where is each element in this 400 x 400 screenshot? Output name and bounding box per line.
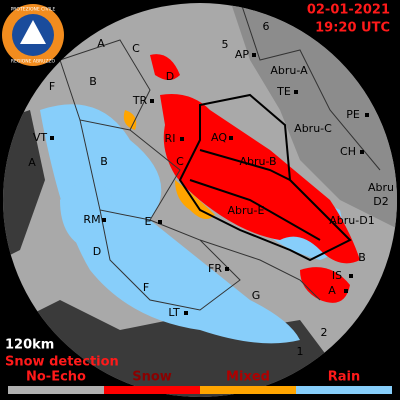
- scale: 120km: [5, 338, 54, 353]
- city-marker: [225, 267, 229, 271]
- city-marker: [102, 218, 106, 222]
- mixed-area: [175, 180, 215, 219]
- place-label: AQ: [211, 131, 227, 144]
- borders: [59, 3, 381, 311]
- legend-swatch: [296, 386, 392, 394]
- place-label: C: [176, 155, 184, 168]
- place-label: IS: [332, 269, 342, 282]
- place-label: RM: [83, 213, 100, 226]
- abruzzo-borders: [178, 93, 352, 262]
- place-label: B: [89, 75, 97, 88]
- place-label: F: [49, 80, 55, 93]
- logo: PROTEZIONE CIVILE REGIONE ABRUZZO: [2, 4, 64, 66]
- legend-swatch: [200, 386, 296, 394]
- city-marker: [150, 99, 154, 103]
- snow-area: [300, 267, 350, 303]
- sea-west: [3, 110, 45, 260]
- place-label: AP: [235, 48, 250, 61]
- logo-text: REGIONE ABRUZZO: [11, 59, 56, 65]
- place-label: VT: [33, 131, 48, 144]
- snow-area: [160, 94, 360, 264]
- city-marker: [229, 136, 233, 140]
- logo-text: PROTEZIONE CIVILE: [11, 7, 56, 13]
- place-label: E: [145, 215, 152, 228]
- place-label: F: [143, 281, 149, 294]
- place-label: A: [97, 37, 105, 50]
- place-label: FR: [208, 262, 222, 275]
- date: 02-01-2021: [307, 3, 390, 18]
- place-label: Abru-E: [228, 204, 265, 217]
- place-label: D: [166, 70, 174, 83]
- city-marker: [50, 136, 54, 140]
- place-label: G: [252, 289, 261, 302]
- place-label: Abru-C: [294, 122, 332, 135]
- place-label: Abru-D1: [329, 214, 374, 227]
- city-marker: [158, 220, 162, 224]
- place-label: B: [358, 251, 366, 264]
- legend-swatch: [104, 386, 200, 394]
- place-label: B: [100, 155, 108, 168]
- city-marker: [180, 137, 184, 141]
- place-label: D2: [373, 195, 388, 208]
- rain-area: [40, 104, 300, 344]
- place-label: CH: [340, 145, 356, 158]
- place-label: RI: [165, 132, 176, 145]
- city-marker: [365, 113, 369, 117]
- time: 19:20 UTC: [315, 21, 390, 36]
- city-marker: [344, 289, 348, 293]
- place-label: TR: [132, 94, 148, 107]
- city-marker: [184, 311, 188, 315]
- legend-swatch: [8, 386, 104, 394]
- legend-label: Mixed: [226, 370, 270, 385]
- place-label: 2: [321, 326, 328, 339]
- city-marker: [349, 274, 353, 278]
- place-label: Abru-A: [270, 64, 308, 77]
- place-label: A: [328, 284, 336, 297]
- place-label: Abru-B: [239, 155, 276, 168]
- place-label: A: [28, 156, 36, 169]
- place-label: LT: [168, 306, 180, 319]
- snow-area: [150, 54, 180, 80]
- city-marker: [252, 53, 256, 57]
- place-label: 1: [297, 345, 304, 358]
- legend: No-Echo Snow Mixed Rain: [8, 370, 392, 394]
- place-label: D: [93, 245, 101, 258]
- place-label: Abru: [368, 181, 394, 194]
- legend-label: Rain: [328, 370, 361, 385]
- mixed-area: [123, 110, 137, 130]
- place-label: 6: [263, 20, 270, 33]
- legend-label: Snow: [132, 370, 172, 385]
- product: Snow detection: [5, 355, 119, 370]
- legend-label: No-Echo: [26, 370, 86, 385]
- place-label: 5: [222, 38, 229, 51]
- logo-triangle: [20, 20, 46, 44]
- place-label: PE: [346, 108, 360, 121]
- city-marker: [360, 150, 364, 154]
- place-label: TE: [276, 85, 291, 98]
- rain-area: [60, 182, 113, 250]
- place-label: C: [132, 42, 140, 55]
- labels: A C 5 6 AP D B F TR Abru-A TE PE VT A RI AQ Abru-B Abru-C…: [28, 20, 394, 358]
- city-marker: [294, 90, 298, 94]
